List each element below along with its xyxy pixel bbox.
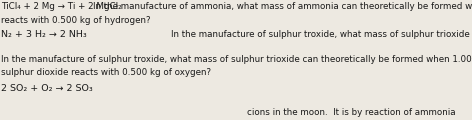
Text: In the manufacture of ammonia, what mass of ammonia can theoretically be formed : In the manufacture of ammonia, what mass… [93, 2, 472, 11]
Text: cions in the moon.  It is by reaction of ammonia: cions in the moon. It is by reaction of … [247, 108, 455, 117]
Text: reacts with 0.500 kg of hydrogen?: reacts with 0.500 kg of hydrogen? [1, 16, 151, 25]
Text: In the manufacture of sulphur troxide, what mass of sulphur trioxide can theoret: In the manufacture of sulphur troxide, w… [171, 30, 472, 39]
Text: 2 SO₂ + O₂ → 2 SO₃: 2 SO₂ + O₂ → 2 SO₃ [1, 84, 93, 93]
Text: TiCl₄ + 2 Mg → Ti + 2 MgCl₂: TiCl₄ + 2 Mg → Ti + 2 MgCl₂ [1, 2, 122, 11]
Text: sulphur dioxide reacts with 0.500 kg of oxygen?: sulphur dioxide reacts with 0.500 kg of … [1, 68, 211, 77]
Text: In the manufacture of sulphur troxide, what mass of sulphur trioxide can theoret: In the manufacture of sulphur troxide, w… [1, 55, 472, 64]
Text: N₂ + 3 H₂ → 2 NH₃: N₂ + 3 H₂ → 2 NH₃ [1, 30, 87, 39]
